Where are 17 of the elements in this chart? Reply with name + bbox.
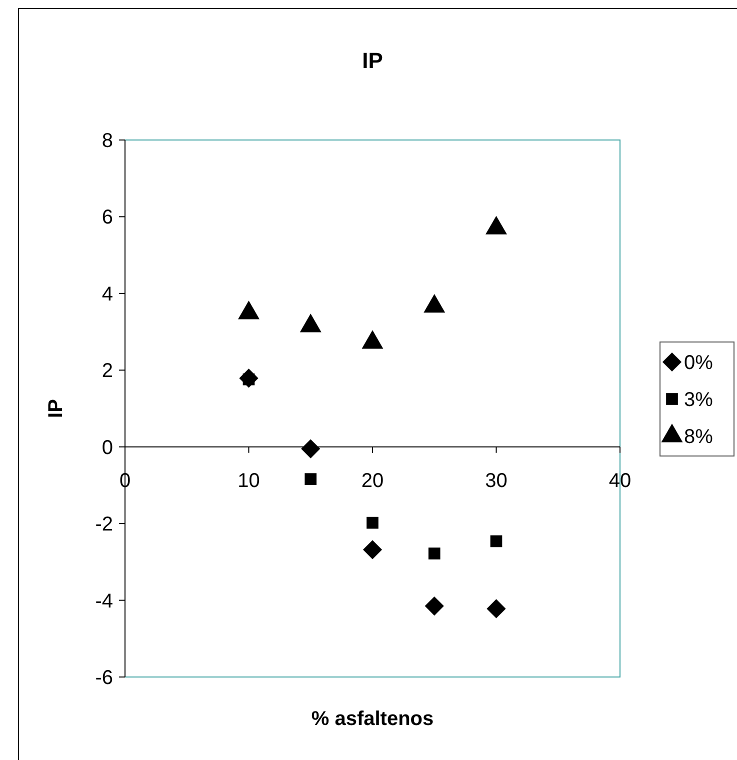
x-tick-label: 30 [485, 470, 508, 492]
legend-label: 8% [684, 426, 714, 448]
chart-title: IP [362, 48, 383, 73]
y-tick-label: -4 [95, 590, 113, 612]
x-tick-label: 20 [361, 470, 384, 492]
x-axis-title: % asfaltenos [311, 708, 434, 730]
y-tick-label: -6 [95, 667, 113, 689]
legend-label: 0% [684, 352, 714, 374]
x-tick-label: 10 [238, 470, 260, 492]
y-tick-label: 2 [102, 360, 113, 382]
y-tick-label: 6 [102, 206, 113, 229]
y-tick-label: 8 [102, 130, 113, 152]
legend-label: 3% [684, 389, 714, 411]
y-tick-label: -2 [95, 514, 113, 536]
y-tick-label: 4 [102, 283, 113, 306]
y-tick-label: 0 [102, 436, 113, 459]
y-axis-title: IP [45, 399, 67, 418]
